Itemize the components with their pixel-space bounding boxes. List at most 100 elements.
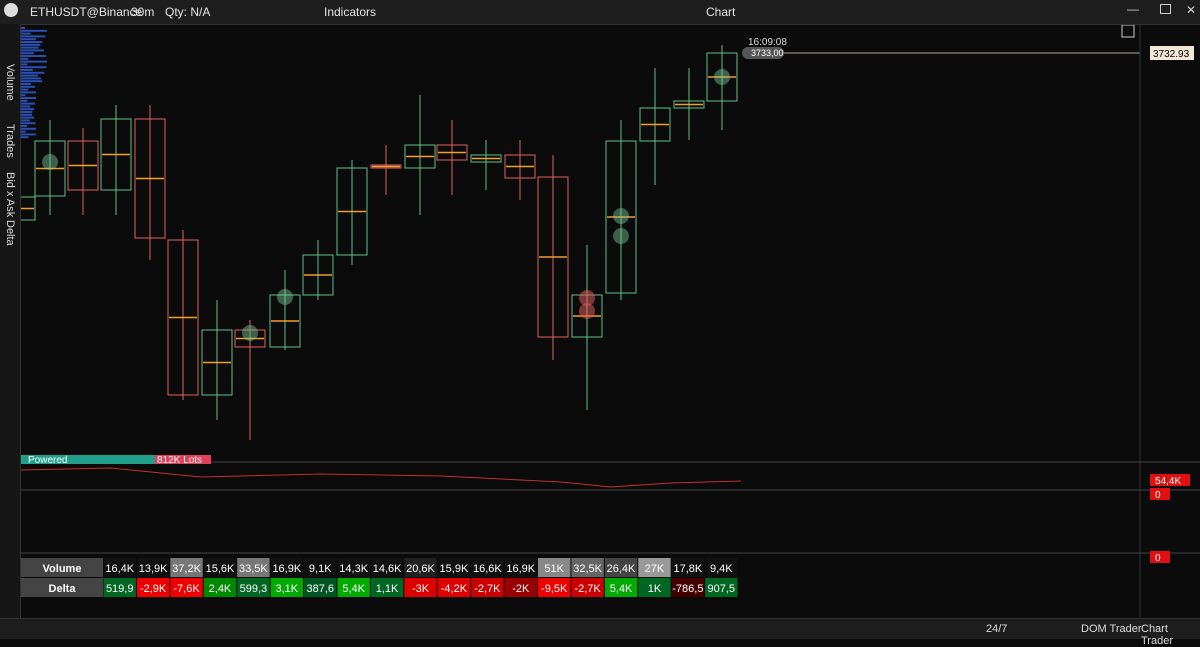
volume-profile-bar: [21, 60, 47, 63]
candle-body: [67, 140, 99, 191]
cell: 16,9K: [506, 563, 535, 575]
candle-body: [302, 254, 334, 296]
last-price: 3732.93: [1153, 49, 1190, 60]
volume-profile-bar: [21, 52, 34, 55]
chart-trader[interactable]: Chart Trader: [1141, 623, 1173, 647]
side-tab[interactable]: Volume: [4, 64, 16, 101]
volume-profile-bar: [21, 32, 31, 35]
candle-body: [404, 144, 436, 169]
cell: 37,2K: [172, 563, 201, 575]
big-trade: [579, 290, 595, 306]
volume-profile-bar: [21, 77, 42, 80]
cell-bg: [571, 578, 604, 597]
cell: -2,7K: [574, 583, 601, 595]
cell-bg: [203, 578, 237, 597]
cell-bg: [404, 578, 437, 597]
cell-bg: [370, 578, 404, 597]
indicator-line: [21, 467, 742, 488]
status-bar: 24/7 DOM Trader Chart Trader: [0, 618, 1200, 647]
cell-bg: [370, 558, 404, 577]
scale-tag-bg: [1150, 551, 1170, 563]
volume-profile-bar: [21, 55, 47, 57]
candle-body: [201, 329, 233, 396]
time-label: 16:09:08: [748, 37, 787, 48]
candle-body: [537, 176, 569, 338]
candle-body: [504, 154, 536, 179]
indicators-button[interactable]: Indicators: [324, 5, 377, 19]
volume-profile-bar: [21, 49, 44, 52]
timeframe[interactable]: 30m: [131, 5, 155, 19]
cell: -4,2K: [441, 583, 468, 595]
side-tab[interactable]: Bid x Ask: [4, 172, 16, 218]
side-tab[interactable]: Trades: [4, 124, 16, 158]
cell: 16,9K: [272, 563, 301, 575]
volume-profile-bar: [21, 27, 25, 29]
lots-label: 812K Lots: [157, 455, 202, 466]
volume-profile-bar: [21, 38, 36, 41]
candle-body: [436, 144, 468, 161]
candle-body: [639, 107, 671, 142]
cell-bg: [638, 558, 671, 577]
cell-bg: [638, 578, 671, 597]
candle-body: [167, 239, 199, 396]
window-title: Chart: [706, 5, 736, 19]
cell-bg: [103, 578, 136, 597]
candle-body: [34, 140, 66, 197]
row-label-bg: [21, 578, 103, 597]
big-trade: [613, 228, 629, 244]
big-trade: [277, 289, 293, 305]
maximize[interactable]: [1160, 4, 1171, 14]
scale-tag-bg: [1150, 488, 1170, 500]
close[interactable]: ✕: [1186, 3, 1197, 17]
cell: -2K: [512, 583, 530, 595]
big-trade: [613, 208, 629, 224]
symbol[interactable]: ETHUSDT@Binance: [30, 5, 143, 19]
cell: 20,6K: [406, 563, 435, 575]
volume-profile-bar: [21, 127, 36, 130]
volume-profile-bar: [21, 29, 47, 32]
cell-bg: [705, 578, 738, 597]
cell: 599,3: [240, 583, 268, 595]
cell: 9,4K: [710, 563, 733, 575]
price-tag-bg: [742, 47, 784, 59]
dom-trader[interactable]: DOM Trader: [1081, 623, 1142, 635]
volume-profile-bar: [21, 91, 36, 94]
cell-bg: [170, 558, 203, 577]
cell: 14,6K: [373, 563, 402, 575]
volume-profile-bar: [21, 130, 26, 133]
qty[interactable]: Qty: N/A: [165, 5, 211, 19]
volume-profile-bar: [21, 80, 43, 83]
cell: 9,1K: [309, 563, 332, 575]
cell: 15,9K: [440, 563, 469, 575]
side-tab[interactable]: Delta: [4, 220, 16, 246]
indicator-label: Powered: [28, 455, 67, 466]
cell: 26,4K: [607, 563, 636, 575]
cell-bg: [504, 558, 537, 577]
cell: -2,7K: [474, 583, 501, 595]
cell-bg: [437, 578, 471, 597]
volume-profile-bar: [21, 43, 41, 46]
cell-bg: [671, 578, 705, 597]
row-label: Volume: [43, 563, 82, 575]
volume-profile-bar: [21, 119, 30, 122]
cell: 907,5: [708, 583, 736, 595]
cell: 5,4K: [342, 583, 365, 595]
volume-profile-bar: [21, 46, 39, 49]
cell: -3K: [412, 583, 430, 595]
volume-profile-bar: [21, 116, 35, 119]
cell-bg: [337, 578, 370, 597]
minimize[interactable]: —: [1127, 2, 1139, 16]
volume-profile-bar: [21, 57, 29, 60]
candle-body: [370, 164, 402, 169]
cell-bg: [437, 558, 471, 577]
session[interactable]: 24/7: [986, 623, 1008, 635]
cell: 1K: [648, 583, 662, 595]
cell-bg: [671, 558, 705, 577]
volume-profile-bar: [21, 113, 33, 116]
candle-body: [605, 140, 637, 294]
cell: 14,3K: [339, 563, 368, 575]
candle-body: [673, 100, 705, 109]
volume-profile-bar: [21, 125, 28, 127]
cell: 16,4K: [105, 563, 134, 575]
